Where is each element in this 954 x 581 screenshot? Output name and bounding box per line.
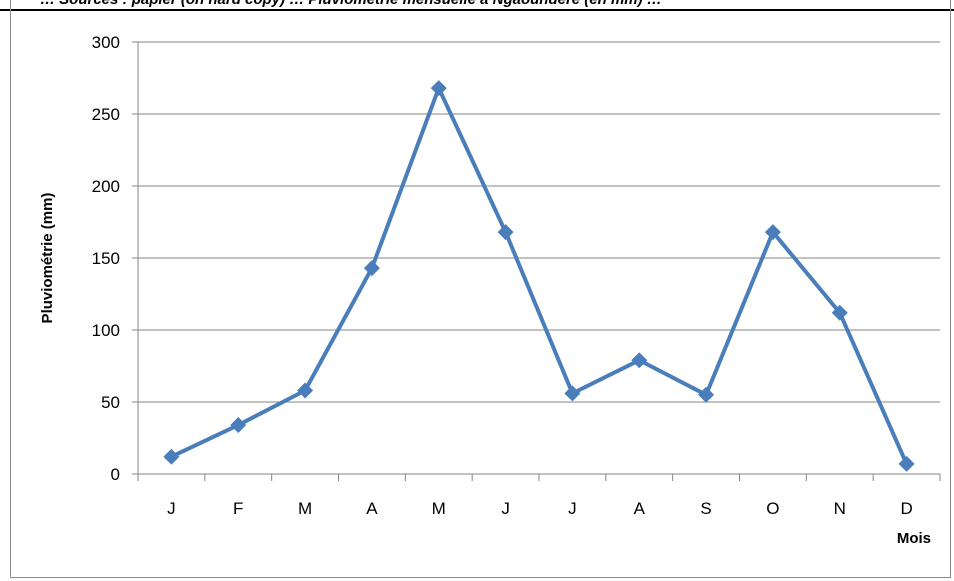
x-tick-label: A [366, 499, 378, 518]
y-tick-label: 150 [92, 249, 120, 268]
data-point-marker [698, 386, 715, 403]
data-point-marker [430, 80, 447, 97]
data-point-marker [631, 352, 648, 369]
data-point-marker [297, 382, 314, 399]
data-point-marker [163, 448, 180, 465]
x-tick-label: A [634, 499, 646, 518]
x-tick-label: M [432, 499, 446, 518]
x-tick-label: J [501, 499, 510, 518]
chart-frame [10, 0, 951, 578]
y-tick-label: 250 [92, 105, 120, 124]
axes [132, 41, 941, 481]
x-axis-title: Mois [897, 530, 931, 547]
header-clip: … Sources : papier (on hard copy) … Pluv… [0, 0, 954, 8]
document-header-text: … Sources : papier (on hard copy) … Pluv… [40, 0, 662, 8]
y-tick-labels: 0 50 100 150 200 250 300 [92, 33, 120, 484]
gridlines [138, 41, 940, 403]
x-tick-label: S [700, 499, 711, 518]
y-tick-label: 100 [92, 321, 120, 340]
x-tick-label: J [568, 499, 577, 518]
x-tick-label: N [834, 499, 846, 518]
y-tick-label: 200 [92, 177, 120, 196]
y-tick-label: 0 [111, 465, 120, 484]
data-point-marker [831, 304, 848, 321]
series-line [170, 86, 909, 465]
data-point-marker [363, 260, 380, 277]
data-point-marker [497, 224, 514, 241]
x-tick-label: O [766, 499, 779, 518]
data-point-marker [764, 224, 781, 241]
y-axis-title: Pluviométrie (mm) [39, 193, 56, 324]
x-tick-label: J [167, 499, 176, 518]
x-tick-label: D [900, 499, 912, 518]
series-group [163, 80, 915, 472]
x-tick-label: M [298, 499, 312, 518]
header-rule [0, 9, 954, 11]
data-point-marker [898, 455, 915, 472]
data-point-marker [564, 385, 581, 402]
x-tick-label: F [233, 499, 243, 518]
y-tick-label: 300 [92, 33, 120, 52]
data-point-marker [230, 417, 247, 434]
y-tick-label: 50 [101, 393, 120, 412]
